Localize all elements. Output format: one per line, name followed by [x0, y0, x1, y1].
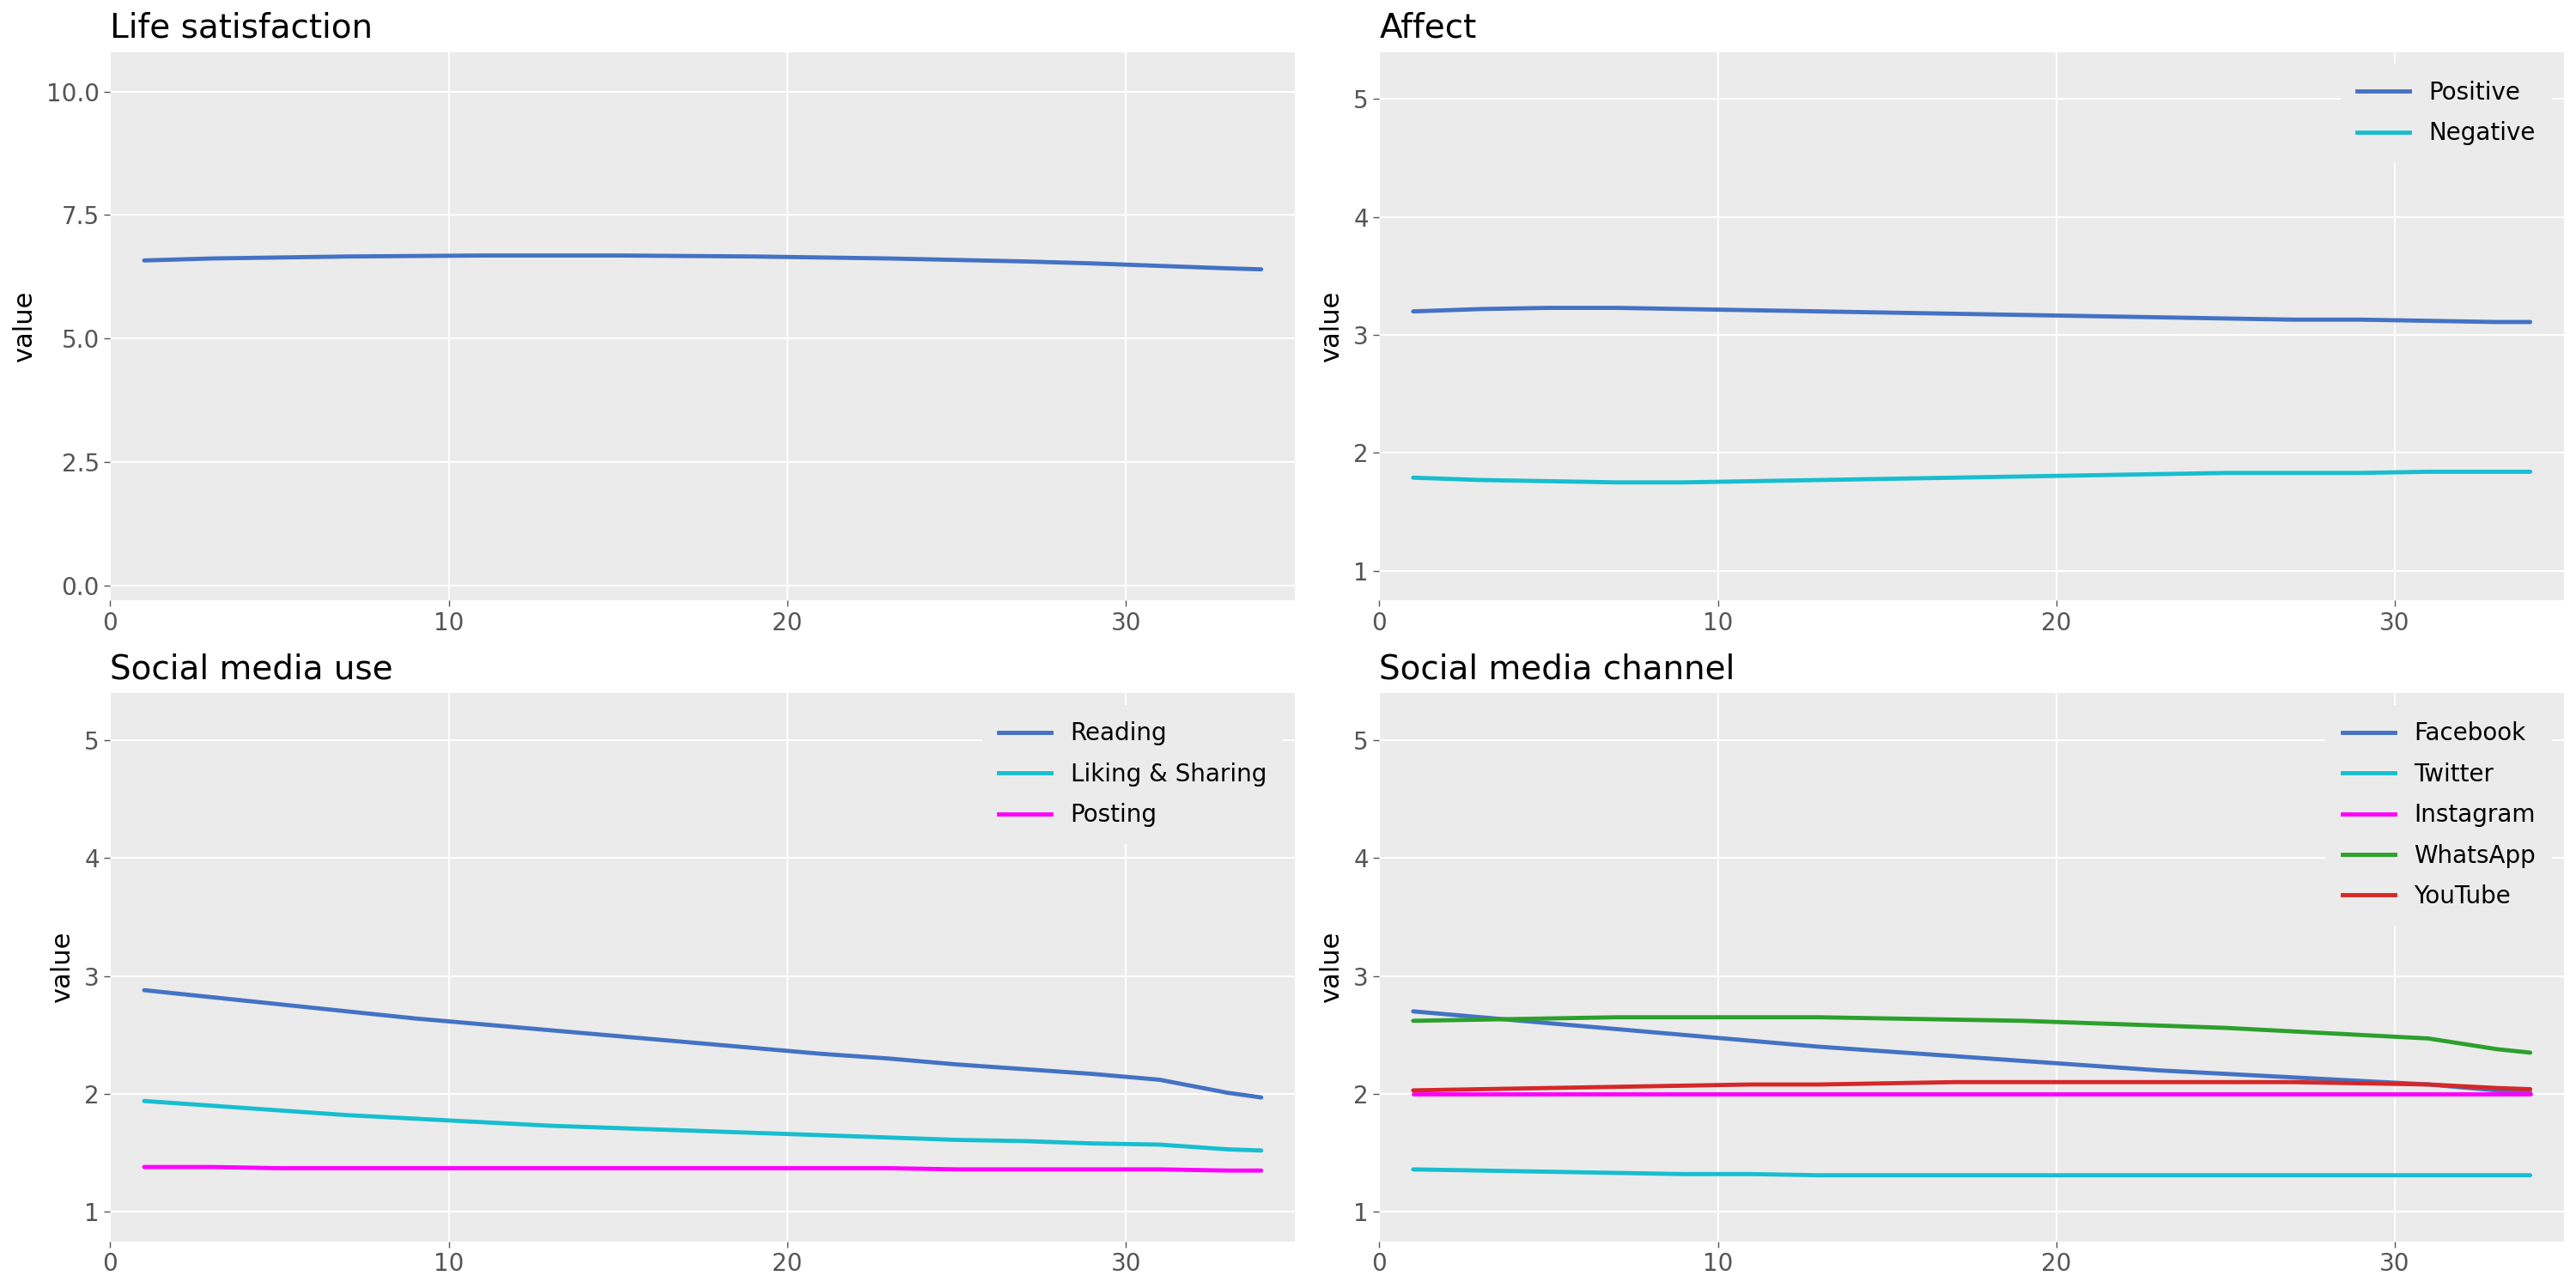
Legend: Reading, Liking & Sharing, Posting: Reading, Liking & Sharing, Posting — [981, 705, 1283, 844]
Y-axis label: value: value — [1319, 290, 1345, 362]
Legend: Facebook, Twitter, Instagram, WhatsApp, YouTube: Facebook, Twitter, Instagram, WhatsApp, … — [2326, 705, 2553, 925]
Text: Life satisfaction: Life satisfaction — [111, 12, 374, 45]
Text: Social media channel: Social media channel — [1378, 653, 1736, 685]
Text: Social media use: Social media use — [111, 653, 394, 685]
Y-axis label: value: value — [1319, 931, 1345, 1003]
Y-axis label: value: value — [13, 290, 36, 362]
Legend: Positive, Negative: Positive, Negative — [2342, 64, 2553, 162]
Y-axis label: value: value — [49, 931, 75, 1003]
Text: Affect: Affect — [1378, 12, 1476, 45]
